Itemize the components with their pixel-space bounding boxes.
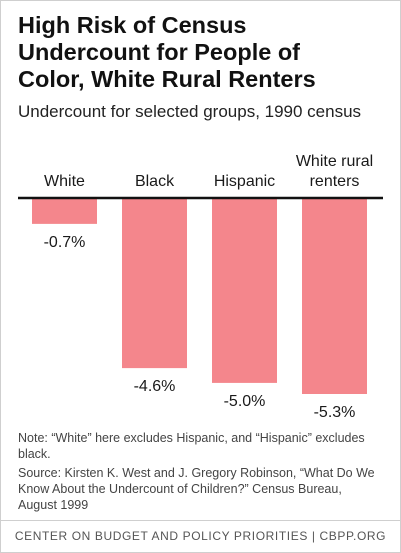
chart-source: Source: Kirsten K. West and J. Gregory R…: [18, 466, 375, 512]
chart-title: High Risk of Census Undercount for Peopl…: [18, 12, 316, 92]
chart-subtitle: Undercount for selected groups, 1990 cen…: [18, 102, 362, 121]
value-label: -0.7%: [44, 234, 86, 251]
category-label: Black: [135, 173, 175, 190]
chart-note: Note: “White” here excludes Hispanic, an…: [18, 431, 365, 461]
bar-chart: White -0.7% Black -4.6% Hispanic -5.0% White r…: [18, 153, 383, 421]
category-label: White: [44, 173, 85, 190]
value-label: -5.3%: [314, 404, 356, 421]
category-label: Hispanic: [214, 173, 275, 190]
bar: [212, 198, 277, 383]
bar: [32, 198, 97, 224]
category-label: White rural renters: [296, 153, 373, 190]
footer-credit: CENTER ON BUDGET AND POLICY PRIORITIES |…: [0, 520, 401, 551]
value-label: -5.0%: [224, 393, 266, 410]
value-label: -4.6%: [134, 378, 176, 395]
bar: [122, 198, 187, 369]
bar: [302, 198, 367, 394]
